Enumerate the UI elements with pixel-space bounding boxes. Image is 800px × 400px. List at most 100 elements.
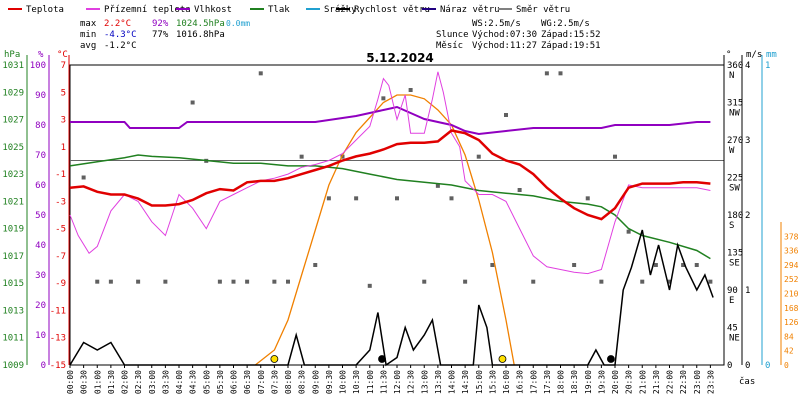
axis-units: hPa % °C ° m/s mm čas: [4, 50, 777, 387]
axis-direction-tick-compass: NE: [729, 334, 740, 344]
wind-direction-point: [504, 113, 508, 117]
axis-unit-hpa: hPa: [4, 50, 20, 60]
series-wind-speed: [69, 229, 714, 367]
axis-direction-tick-compass: E: [729, 296, 734, 306]
wind-direction-point: [258, 71, 263, 76]
axis-sunlight-tick: 126: [784, 318, 799, 327]
wind-direction-point: [517, 188, 522, 192]
sunset-marker: [498, 355, 507, 363]
stat-min-temp: -4.3°C: [104, 30, 137, 40]
axis-percent-tick: 90: [35, 91, 46, 101]
x-tick-label: 01:30: [107, 370, 116, 394]
wind-direction-point: [381, 96, 386, 101]
axis-hpa-tick: 1031: [2, 61, 24, 71]
axis-direction-tick: 135: [727, 249, 743, 259]
axis-direction-tick: 0: [727, 361, 732, 371]
stat-min-press: 1016.8hPa: [176, 30, 225, 40]
stat-max-label: max: [80, 19, 97, 29]
axis-percent-tick: 10: [35, 331, 46, 341]
axes: 1031102910271025102310211019101710151013…: [2, 55, 799, 394]
axis-sunlight-tick: 84: [784, 332, 794, 341]
x-tick-label: 01:00: [93, 370, 102, 394]
legend-prizemni-teplota: Přízemní teplota: [104, 5, 191, 15]
axis-unit-celsius: °C: [57, 50, 68, 60]
series-sunlight: [254, 94, 515, 366]
sunrise-marker: [270, 355, 279, 363]
axis-wind-tick: 2: [745, 211, 750, 221]
axis-unit-percent: %: [38, 50, 44, 60]
x-tick-label: 12:30: [407, 370, 416, 394]
x-tick-label: 06:30: [243, 370, 252, 394]
x-axis-label: čas: [739, 376, 755, 387]
axis-celsius-tick: -1: [55, 170, 66, 180]
axis-rain-tick: 1: [765, 61, 770, 71]
axis-celsius-tick: 7: [61, 61, 66, 71]
axis-celsius-tick: 3: [61, 116, 66, 126]
x-tick-label: 09:00: [311, 370, 320, 394]
axis-celsius-tick: -5: [55, 225, 66, 235]
wind-direction-point: [217, 279, 222, 284]
x-tick-label: 16:00: [502, 370, 511, 394]
axis-sunlight-tick: 168: [784, 304, 799, 313]
axis-percent-tick: 40: [35, 241, 46, 251]
x-tick-label: 22:30: [679, 370, 688, 394]
axis-direction-tick: 315: [727, 99, 743, 109]
x-tick-label: 17:30: [543, 370, 552, 394]
x-tick-label: 23:30: [706, 370, 715, 394]
axis-direction-tick: 90: [727, 286, 738, 296]
x-tick-label: 15:00: [475, 370, 484, 394]
moon-label: Měsíc: [436, 41, 463, 51]
wind-direction-point: [395, 196, 399, 201]
wind-direction-point: [694, 263, 699, 267]
wind-direction-point: [95, 279, 100, 284]
stat-max-hum: 92%: [152, 19, 169, 29]
x-tick-label: 04:00: [175, 370, 184, 394]
wind-direction-point: [313, 263, 318, 267]
sun-label: Slunce: [436, 30, 469, 40]
axis-rain-tick: 0: [765, 361, 770, 371]
legend-smer-vetru: Směr větru: [516, 5, 570, 15]
wind-direction-point: [558, 71, 563, 76]
series-humidity: [70, 105, 711, 136]
legend-vlhkost: Vlhkost: [194, 5, 232, 15]
x-tick-label: 23:00: [693, 370, 702, 394]
wind-direction-point: [626, 229, 631, 234]
wind-direction-point: [190, 100, 195, 105]
plot-area: [69, 64, 725, 367]
x-tick-label: 03:00: [148, 370, 157, 394]
x-tick-label: 11:30: [379, 370, 388, 394]
axis-hpa-tick: 1023: [2, 170, 24, 180]
stat-min-label: min: [80, 30, 96, 40]
x-tick-label: 14:30: [461, 370, 470, 394]
axis-direction-tick-compass: SE: [729, 259, 740, 269]
wind-direction-point: [572, 263, 577, 267]
sun-rise: Východ:07:30: [472, 30, 537, 40]
wind-direction-point: [476, 154, 481, 159]
x-tick-label: 22:00: [666, 370, 675, 394]
wind-direction-point: [272, 279, 277, 284]
x-tick-label: 15:30: [488, 370, 497, 394]
x-tick-label: 07:30: [270, 370, 279, 394]
legend-rychlost-vetru: Rychlost větru: [354, 5, 430, 15]
wind-direction-point: [585, 196, 590, 201]
wind-direction-point: [490, 263, 495, 267]
axis-direction-tick: 45: [727, 324, 738, 334]
x-tick-label: 11:00: [366, 370, 375, 394]
x-tick-label: 18:00: [557, 370, 566, 394]
axis-sunlight-tick: 210: [784, 290, 799, 299]
x-tick-label: 18:30: [570, 370, 579, 394]
axis-hpa-tick: 1011: [2, 334, 24, 344]
axis-celsius-tick: 1: [61, 143, 66, 153]
axis-celsius-tick: -9: [55, 279, 66, 289]
legend-tlak: Tlak: [268, 5, 290, 15]
moonrise-marker: [378, 355, 386, 363]
axis-unit-rain: mm: [766, 50, 777, 60]
wind-direction-point: [599, 279, 604, 284]
axis-sunlight-tick: 0: [784, 361, 789, 370]
moon-rise: Východ:11:27: [472, 41, 537, 51]
axis-percent-tick: 30: [35, 271, 46, 281]
x-tick-label: 19:30: [597, 370, 606, 394]
axis-wind-tick: 3: [745, 136, 750, 146]
x-tick-label: 21:30: [652, 370, 661, 394]
